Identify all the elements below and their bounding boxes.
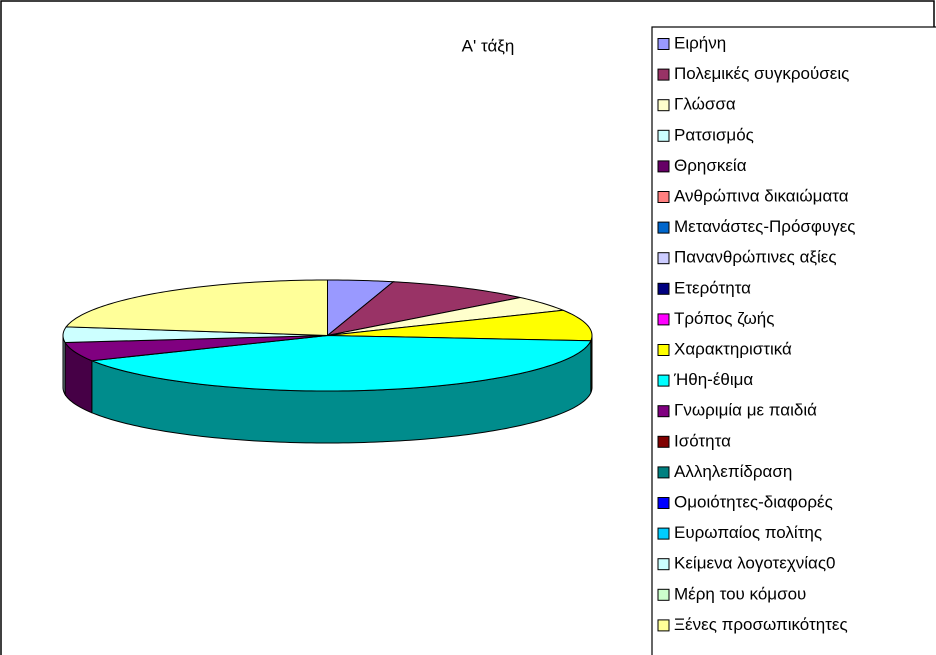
legend-swatch xyxy=(657,191,670,203)
legend-swatch xyxy=(657,129,670,142)
slice xyxy=(327,296,564,336)
legend-swatch xyxy=(657,99,670,112)
legend-label: Θρησκεία xyxy=(674,156,747,175)
legend-label: Ισότητα xyxy=(674,431,731,450)
legend-swatch xyxy=(657,374,670,387)
legend-swatch xyxy=(657,68,670,81)
legend-swatch xyxy=(657,38,670,50)
legend-label: Ξένες προσωπικότητες xyxy=(674,615,848,634)
legend-label: Γλώσσα xyxy=(674,95,736,114)
legend-swatch xyxy=(657,221,670,234)
legend-swatch xyxy=(657,405,670,418)
legend-swatch xyxy=(657,344,670,356)
legend-label: Τρόπος ζωής xyxy=(674,309,774,328)
legend-label: Ομοιότητες-διαφορές xyxy=(674,492,833,511)
legend-swatch xyxy=(657,558,670,571)
legend-swatch xyxy=(657,466,670,479)
legend-swatch xyxy=(657,160,670,173)
legend-swatch xyxy=(657,313,670,326)
legend-label: Ανθρώπινα δικαιώματα xyxy=(674,186,849,205)
legend-label: Αλληλεπίδραση xyxy=(674,462,792,481)
legend-label: Πανανθρώπινες αξίες xyxy=(674,248,837,267)
legend-label: Χαρακτηριστικά xyxy=(674,339,792,358)
legend-label: Μέρη του κόμσου xyxy=(674,584,806,603)
slice-side xyxy=(62,335,66,397)
legend-label: Ήθη-έθιμα xyxy=(673,370,753,389)
slice xyxy=(91,334,592,392)
legend-label: Ευρωπαίος πολίτης xyxy=(674,523,822,542)
slice xyxy=(65,279,328,337)
legend-swatch xyxy=(657,497,670,509)
slice xyxy=(327,281,521,336)
legend-swatch xyxy=(657,619,670,632)
legend-swatch xyxy=(657,435,670,448)
slice xyxy=(327,309,593,342)
legend-swatch xyxy=(657,282,670,295)
legend-swatch xyxy=(657,588,670,601)
slice xyxy=(64,335,328,362)
legend-swatch xyxy=(657,252,670,265)
legend-label: Ρατσισμός xyxy=(674,125,754,144)
legend-label: Κείμενα λογοτεχνίας0 xyxy=(674,554,836,573)
legend-label: Μετανάστες-Πρόσφυγες xyxy=(674,217,856,236)
legend-label: Ετερότητα xyxy=(674,278,751,297)
slice xyxy=(62,326,328,343)
chart-title: Α' τάξη xyxy=(462,36,515,55)
legend-swatch xyxy=(657,527,670,540)
legend-label: Γνωριμία με παιδιά xyxy=(674,401,817,420)
legend-label: Πολεμικές συγκρούσεις xyxy=(674,64,849,83)
legend-label: Ειρήνη xyxy=(674,33,726,52)
legend-box xyxy=(651,26,936,655)
